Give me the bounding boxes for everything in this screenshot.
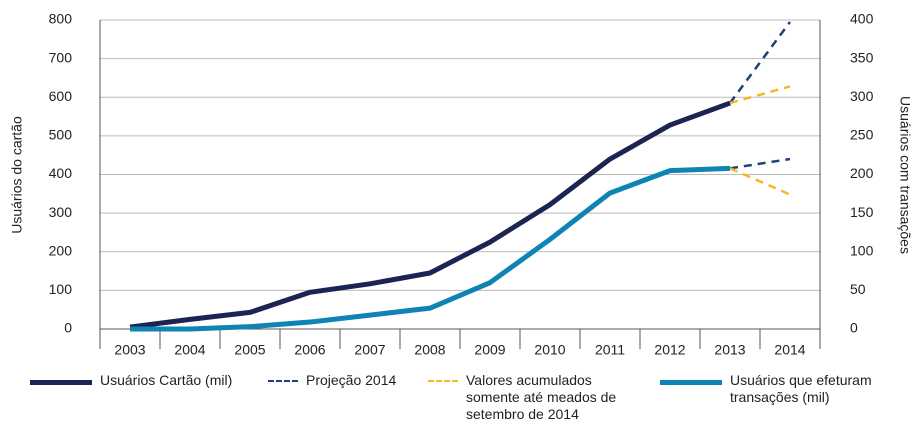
line: [729, 167, 791, 196]
y2-tick-label: 50: [850, 281, 866, 297]
y2-tick-label: 0: [850, 320, 858, 336]
x-tick-label: 2012: [654, 342, 685, 358]
y-tick-label: 0: [64, 320, 72, 336]
x-tick-label: 2011: [595, 342, 625, 358]
x-tick-label: 2009: [474, 342, 505, 358]
y-tick-label: 400: [49, 165, 73, 181]
line: [728, 21, 792, 104]
legend-label: Valores acumulados somente até meados de…: [466, 372, 617, 422]
y-axis-label: Usuários do cartão: [9, 116, 25, 234]
legend: Usuários Cartão (mil) Projeção 2014 Valore…: [0, 366, 914, 429]
y-tick-label: 700: [49, 49, 73, 65]
y-tick-label: 200: [49, 242, 73, 258]
legend-swatch: [268, 380, 298, 382]
y2-axis-label: Usuários com transações: [897, 96, 913, 254]
legend-label: Projeção 2014: [306, 372, 397, 388]
x-tick-label: 2008: [414, 342, 445, 358]
y2-tick-label: 100: [850, 242, 874, 258]
y-tick-label: 600: [49, 88, 73, 104]
y-tick-label: 300: [49, 204, 73, 220]
x-tick-label: 2005: [234, 342, 265, 358]
legend-swatch: [660, 380, 722, 385]
y2-tick-label: 400: [850, 11, 874, 27]
y-tick-label: 800: [49, 11, 73, 27]
x-tick-label: 2006: [294, 342, 325, 358]
x-tick-label: 2007: [354, 342, 385, 358]
legend-item: Usuários que efeturam transações (mil): [660, 372, 880, 406]
line: [129, 100, 731, 330]
legend-swatch: [428, 380, 458, 382]
line: [729, 157, 791, 170]
line: [729, 85, 791, 105]
y2-tick-label: 250: [850, 127, 874, 143]
x-tick-label: 2004: [174, 342, 205, 358]
x-tick-label: 2013: [714, 342, 745, 358]
y2-tick-label: 150: [850, 204, 874, 220]
legend-swatch: [30, 380, 92, 385]
legend-item: Valores acumulados somente até meados de…: [428, 372, 626, 423]
line: [130, 165, 731, 332]
y-tick-label: 500: [49, 127, 73, 143]
legend-label: Usuários que efeturam transações (mil): [730, 372, 872, 405]
x-tick-label: 2010: [534, 342, 565, 358]
y2-tick-label: 350: [850, 49, 874, 65]
x-tick-label: 2014: [774, 342, 805, 358]
y-tick-label: 100: [49, 281, 73, 297]
y2-tick-label: 200: [850, 165, 874, 181]
legend-label: Usuários Cartão (mil): [100, 372, 233, 388]
legend-item: Usuários Cartão (mil): [30, 372, 320, 389]
y2-tick-label: 300: [850, 88, 874, 104]
x-tick-label: 2003: [114, 342, 145, 358]
legend-item: Projeção 2014: [268, 372, 456, 389]
chart: Usuários do cartão Usuários com transaçõ…: [9, 11, 914, 358]
